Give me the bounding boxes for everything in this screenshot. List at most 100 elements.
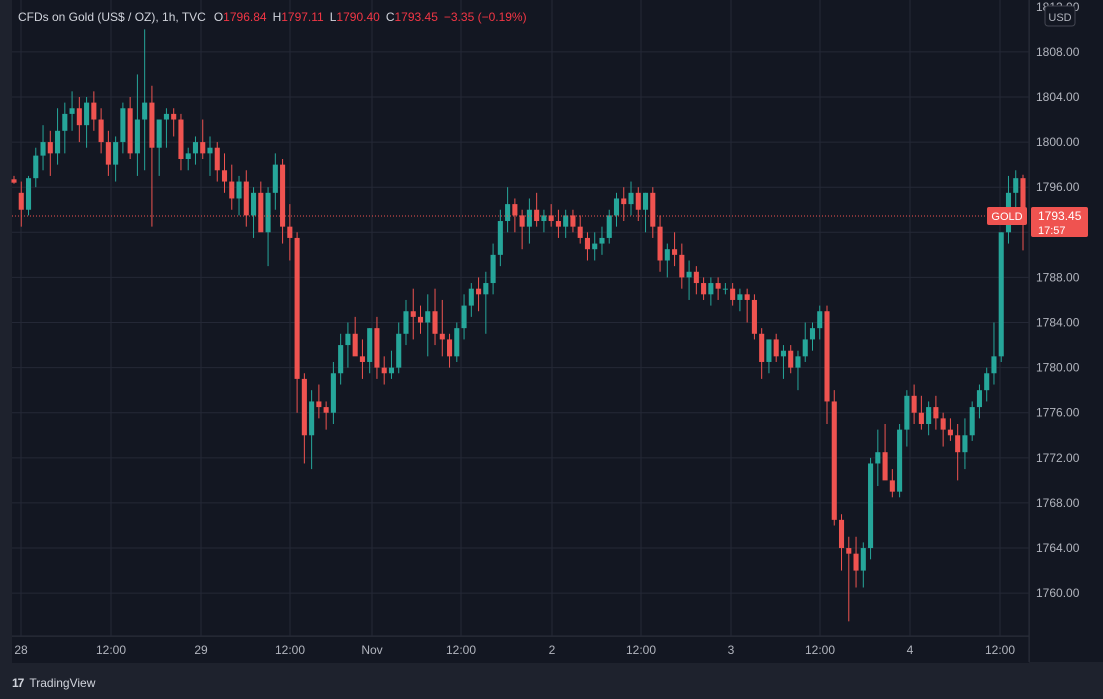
candle-body — [955, 435, 961, 453]
footer-brand[interactable]: 17 TradingView — [12, 674, 95, 692]
open-key: O — [213, 10, 224, 24]
candle-body — [911, 395, 917, 413]
candle-body — [534, 209, 540, 222]
candle-body — [265, 192, 271, 233]
plot-area[interactable] — [12, 0, 1029, 636]
candle-body — [410, 311, 416, 317]
candle-body — [751, 299, 757, 334]
candle-body — [715, 283, 721, 289]
candle-body — [548, 215, 554, 222]
candle-body — [338, 345, 344, 374]
candle-body — [483, 283, 489, 295]
candle-body — [127, 108, 133, 154]
chart-legend: CFDs on Gold (US$ / OZ), 1h, TVC O 1796.… — [18, 10, 533, 24]
candle-body — [171, 113, 177, 120]
price-axis[interactable] — [1030, 0, 1103, 662]
candle-body — [635, 192, 641, 210]
symbol-tag — [987, 206, 1027, 225]
candle-body — [229, 181, 235, 199]
x-tick-label: 4 — [907, 643, 914, 657]
currency-button[interactable] — [1044, 5, 1076, 27]
last-price-value: 1793.45 — [1038, 209, 1082, 223]
candle-body — [33, 155, 39, 179]
y-tick-label: 1760.00 — [1036, 586, 1080, 600]
candle-body — [1020, 178, 1026, 216]
candle-body — [998, 232, 1004, 357]
candle-body — [468, 288, 474, 306]
candle-body — [505, 204, 511, 222]
candle-body — [280, 164, 286, 227]
time-axis[interactable] — [12, 637, 1029, 663]
bar-countdown: 17:57 — [1038, 225, 1066, 237]
candle-body — [824, 311, 830, 402]
candle-body — [243, 181, 249, 216]
candle-body — [11, 179, 17, 183]
candle-body — [185, 153, 191, 159]
candle-body — [918, 412, 924, 424]
y-tick-label: 1780.00 — [1036, 361, 1080, 375]
candle-body — [701, 283, 707, 295]
candle-body — [962, 435, 968, 453]
x-tick-label: 12:00 — [805, 643, 835, 657]
candle-body — [309, 401, 315, 436]
candle-body — [926, 407, 932, 424]
y-tick-label: 1788.00 — [1036, 270, 1080, 284]
candle-body — [809, 328, 816, 340]
candle-body — [628, 192, 634, 205]
candle-body — [214, 147, 220, 171]
candle-body — [105, 142, 111, 165]
candle-body — [853, 553, 859, 571]
x-tick-label: 12:00 — [985, 643, 1015, 657]
candle-body — [251, 192, 257, 216]
candle-body — [374, 328, 380, 368]
y-tick-label: 1772.00 — [1036, 451, 1080, 465]
candle-body — [454, 328, 460, 357]
x-tick-label: Nov — [361, 643, 382, 657]
candle-body — [897, 429, 903, 492]
candle-body — [156, 119, 162, 148]
candle-body — [236, 181, 242, 199]
x-tick-label: 29 — [194, 643, 208, 657]
candle-body — [947, 429, 953, 436]
candle-body — [352, 333, 358, 357]
candle-body — [388, 367, 395, 374]
candle-body — [679, 254, 685, 278]
candle-body — [425, 311, 431, 323]
candle-body — [773, 339, 779, 357]
high-key: H — [272, 10, 282, 24]
candle-body — [621, 198, 627, 205]
symbol-title[interactable]: CFDs on Gold (US$ / OZ), 1h, TVC — [18, 10, 206, 24]
candle-body — [722, 288, 728, 290]
candle-body — [497, 221, 503, 255]
last-price-tag[interactable] — [1031, 206, 1088, 237]
candle-body — [599, 237, 605, 244]
candle-body — [613, 198, 620, 216]
candle-body — [759, 333, 765, 362]
candle-body — [693, 271, 699, 284]
candle-body — [526, 209, 532, 227]
candle-body — [178, 119, 184, 159]
y-tick-label: 1776.00 — [1036, 406, 1080, 420]
currency-label: USD — [1048, 12, 1071, 24]
x-tick-label: 12:00 — [446, 643, 476, 657]
candle-body — [650, 192, 656, 227]
y-tick-label: 1800.00 — [1036, 135, 1080, 149]
candle-body — [860, 548, 866, 571]
candle-body — [737, 294, 743, 300]
close-value: 1793.45 — [394, 10, 438, 24]
candle-body — [730, 288, 736, 300]
open-value: 1796.84 — [223, 10, 267, 24]
candle-body — [47, 142, 53, 154]
candle-body — [76, 108, 82, 126]
candle-body — [592, 243, 598, 250]
candle-body — [142, 102, 148, 120]
candle-body — [882, 452, 888, 481]
candle-body — [439, 333, 445, 340]
candle-body — [969, 407, 975, 436]
candle-body — [555, 221, 561, 227]
candle-body — [577, 226, 583, 238]
x-tick-label: 12:00 — [96, 643, 126, 657]
candle-body — [991, 356, 997, 374]
x-tick-label: 28 — [14, 643, 28, 657]
